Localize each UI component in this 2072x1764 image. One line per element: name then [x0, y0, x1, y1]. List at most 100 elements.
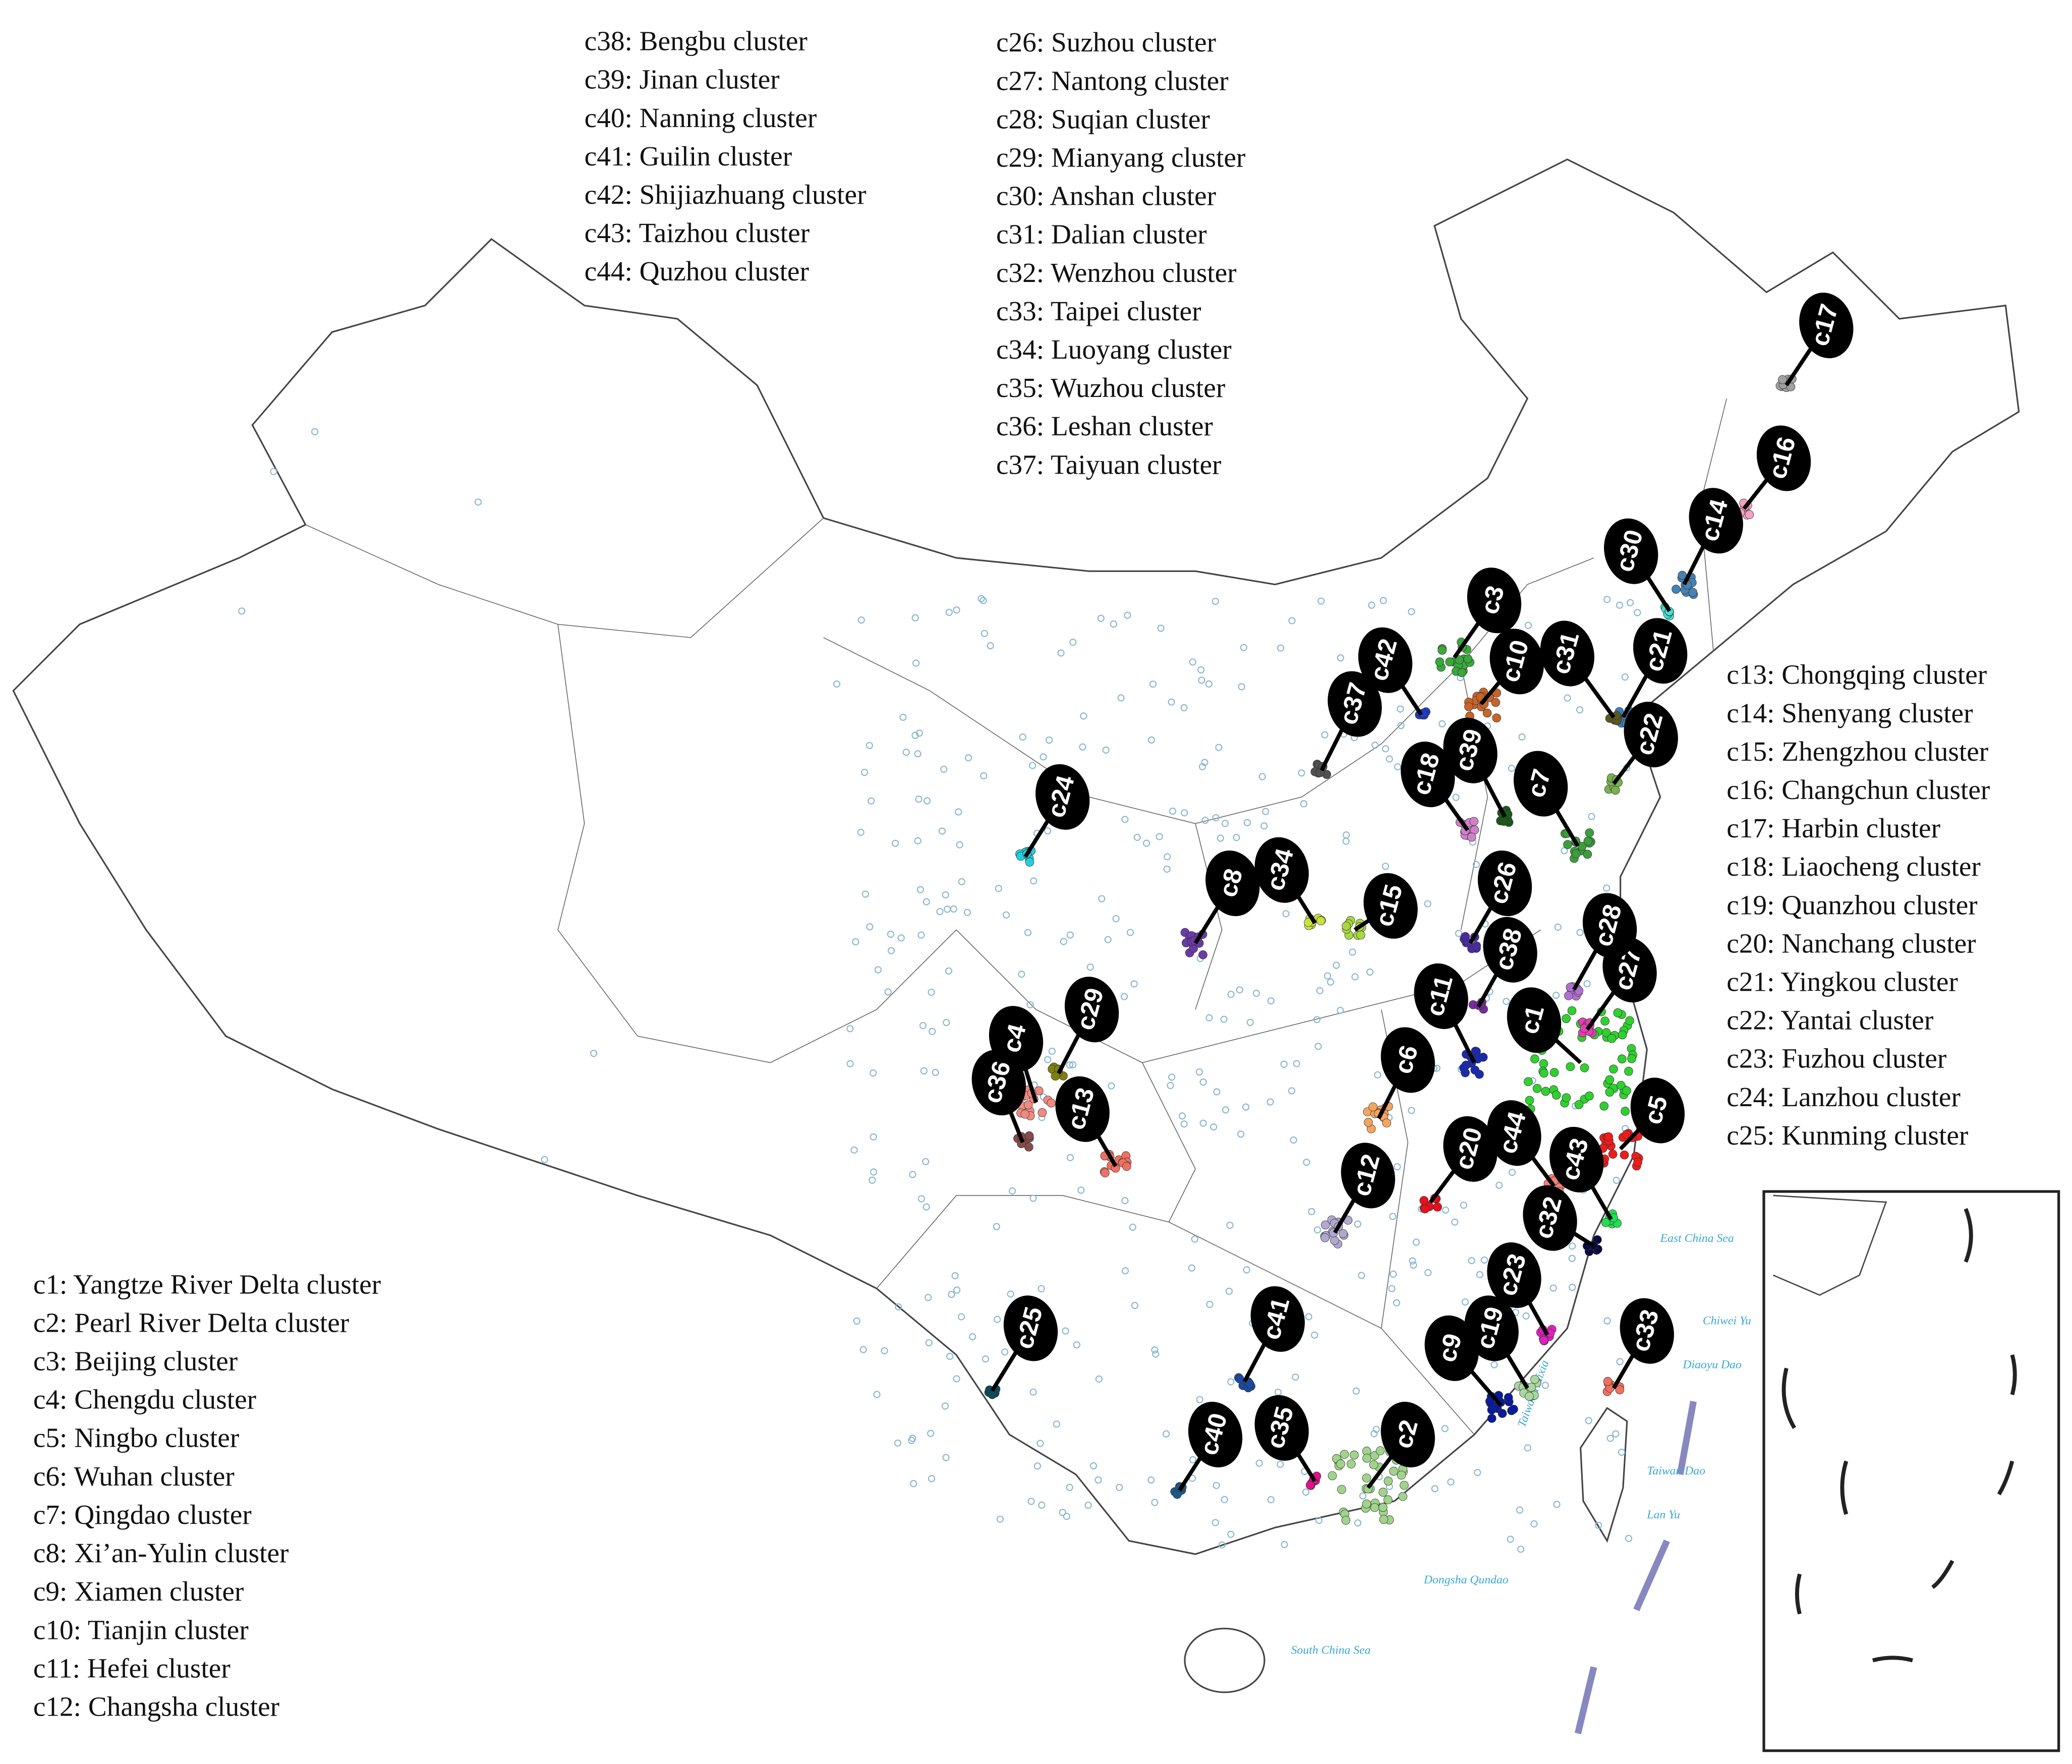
city-dot — [1048, 1047, 1056, 1055]
cluster-city — [1688, 588, 1697, 597]
city-dot — [1095, 1375, 1103, 1383]
marker-badge — [1250, 1286, 1305, 1352]
city-dot — [1002, 911, 1010, 919]
city-dot — [1366, 968, 1374, 976]
city-dot — [1029, 762, 1037, 769]
legend-item: c15: Zhengzhou cluster — [1726, 736, 1988, 767]
inset-map — [1762, 1190, 2060, 1752]
boundary-dash — [1574, 1666, 1597, 1734]
city-dot — [1277, 644, 1285, 652]
cluster-marker: c26 — [1468, 850, 1532, 944]
city-dot — [1530, 1520, 1538, 1528]
marker-badge — [1414, 963, 1468, 1029]
cluster-marker: c15 — [1353, 873, 1418, 939]
city-dot — [1397, 722, 1405, 729]
legend-item: c16: Changchun cluster — [1726, 774, 1990, 805]
city-dot — [1354, 1220, 1361, 1228]
city-dot — [1431, 1485, 1438, 1493]
marker-badge — [1689, 488, 1743, 554]
city-dot — [1205, 1014, 1213, 1021]
marker-label: c4 — [997, 1021, 1032, 1055]
city-dot — [1267, 1098, 1274, 1106]
city-dot — [1313, 1226, 1321, 1234]
marker-badge — [1188, 1401, 1243, 1467]
cluster-marker: c5 — [1619, 1077, 1685, 1151]
cluster-city — [1604, 1132, 1614, 1142]
cluster-city — [1622, 1130, 1631, 1139]
city-dot — [1585, 1417, 1592, 1425]
cluster-marker: c13 — [1055, 1076, 1118, 1168]
city-dot — [928, 1475, 936, 1483]
city-dot — [914, 837, 922, 844]
city-dot — [590, 1050, 598, 1057]
legend-item: c24: Lanzhou cluster — [1726, 1082, 1961, 1112]
cluster-city — [1051, 1071, 1060, 1081]
city-dot — [894, 1439, 901, 1447]
legend-item: c26: Suzhou cluster — [996, 27, 1216, 58]
city-dot — [1201, 816, 1209, 824]
city-dot — [1198, 676, 1205, 684]
marker-label: c9 — [1432, 1331, 1467, 1365]
cluster-marker: c37 — [1319, 671, 1382, 772]
legend: c38: Bengbu cluster c39: Jinan cluster c40… — [33, 26, 1990, 1722]
city-dot — [956, 841, 963, 848]
city-dot — [1242, 1103, 1250, 1111]
legend-item: c14: Shenyang cluster — [1726, 698, 1973, 728]
cluster-city — [1464, 702, 1473, 711]
cluster-city — [1778, 375, 1787, 384]
city-dot — [1066, 1484, 1073, 1491]
city-dot — [1098, 895, 1106, 902]
city-dot — [1117, 694, 1125, 702]
cluster-city — [1611, 785, 1620, 795]
city-dot — [1206, 1300, 1214, 1308]
marker-badge — [1489, 629, 1544, 695]
city-dot — [993, 1316, 1001, 1323]
cluster-city — [1524, 1077, 1533, 1087]
city-dot — [857, 616, 865, 624]
city-dot — [1374, 1071, 1382, 1078]
cluster-city — [1583, 849, 1592, 859]
city-dot — [1162, 1430, 1170, 1438]
city-dot — [1102, 746, 1110, 754]
cluster-city — [1566, 1062, 1575, 1071]
city-dot — [1337, 654, 1344, 662]
city-dot — [1625, 1534, 1633, 1542]
cluster-city — [1571, 849, 1581, 859]
marker-badge — [1358, 627, 1413, 693]
city-dot — [980, 772, 988, 779]
city-dot — [1451, 1218, 1459, 1226]
city-dot — [1588, 813, 1595, 820]
city-dot — [1503, 998, 1510, 1005]
city-dot — [1516, 1506, 1524, 1514]
city-dot — [1063, 1513, 1070, 1520]
cluster-city — [1562, 1014, 1571, 1023]
city-dot — [1260, 822, 1268, 830]
legend-item: c43: Taizhou cluster — [585, 217, 810, 248]
city-dot — [541, 1156, 548, 1163]
city-dot — [1595, 1521, 1602, 1529]
cluster-city — [1420, 1204, 1430, 1214]
city-dot — [1379, 597, 1387, 604]
cluster-marker: c36 — [971, 1050, 1026, 1144]
city-dot — [1342, 837, 1350, 845]
city-dot — [1333, 961, 1340, 969]
city-dot — [1026, 1001, 1034, 1008]
cluster-marker: c38 — [1476, 917, 1537, 1008]
city-dot — [957, 1313, 965, 1321]
city-dot — [1612, 1430, 1620, 1438]
city-dot — [870, 1069, 877, 1077]
cluster-city — [1600, 1016, 1609, 1026]
marker-badge — [1464, 1295, 1519, 1361]
city-dot — [1576, 706, 1584, 714]
marker-badge — [1467, 567, 1522, 634]
city-dot — [1121, 993, 1128, 1000]
city-dot — [1129, 1223, 1136, 1231]
cluster-city — [1025, 858, 1034, 867]
city-dot — [1554, 923, 1562, 931]
city-dot — [881, 1347, 888, 1354]
legend-item: c33: Taipei cluster — [996, 296, 1201, 326]
city-dot — [969, 1333, 976, 1341]
city-dot — [860, 769, 869, 776]
city-dot — [1227, 1530, 1235, 1538]
taiwan-island — [1580, 1407, 1628, 1543]
